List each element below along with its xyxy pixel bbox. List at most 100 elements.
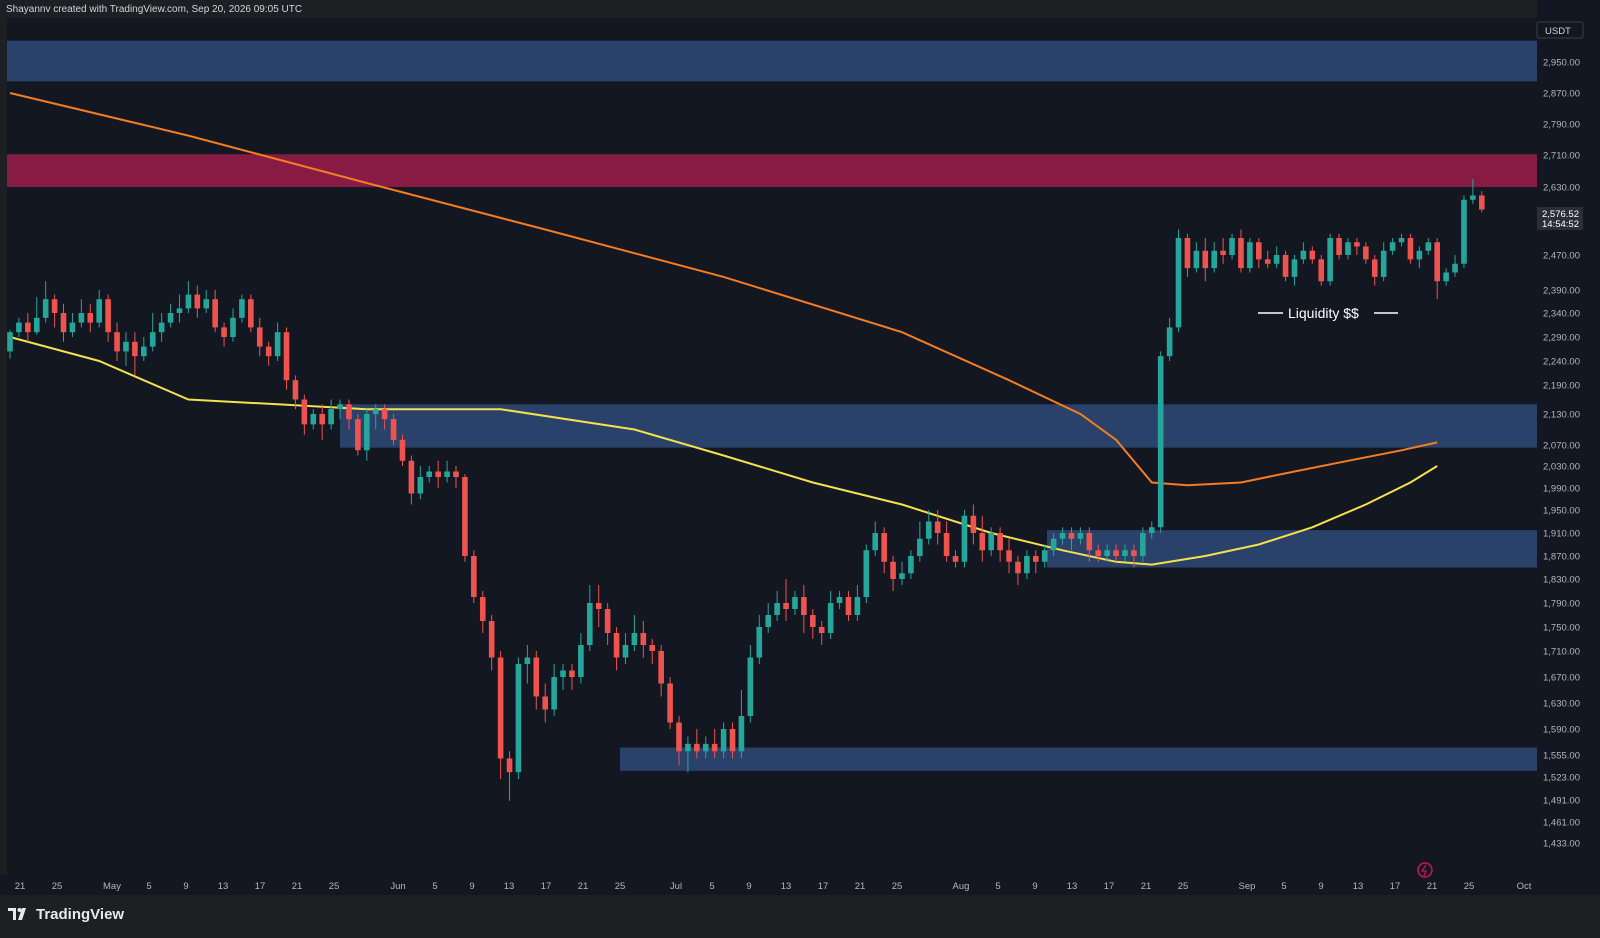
zones-layer: [7, 40, 1537, 771]
candle: [631, 615, 638, 651]
candle: [364, 409, 370, 461]
candle: [961, 510, 968, 568]
candle: [1086, 527, 1093, 562]
candle: [1354, 238, 1360, 255]
candle: [1050, 533, 1057, 556]
candle: [587, 585, 593, 651]
x-tick-label: Sep: [1239, 881, 1256, 892]
candle: [863, 544, 870, 603]
x-tick-label: 5: [1281, 881, 1286, 892]
candle: [497, 651, 504, 780]
candle: [1148, 521, 1155, 539]
candle: [1273, 246, 1280, 269]
candle: [756, 615, 763, 664]
candle: [1300, 242, 1307, 264]
candle: [105, 294, 111, 342]
x-tick-label: 25: [52, 881, 63, 892]
candle: [337, 399, 343, 420]
candle: [123, 332, 129, 366]
demand-zone-4: [620, 747, 1537, 771]
candle: [453, 466, 459, 488]
candle: [1184, 233, 1191, 277]
tradingview-brand-text: TradingView: [36, 906, 125, 923]
y-tick-label: 1,491.00: [1543, 796, 1580, 807]
candle: [711, 729, 718, 759]
candle: [479, 591, 486, 633]
candle: [239, 294, 245, 323]
y-tick-label: 1,830.00: [1543, 575, 1580, 586]
x-tick-label: 21: [1141, 881, 1152, 892]
candle: [310, 409, 317, 430]
candle: [1068, 527, 1075, 551]
y-tick-label: 1,710.00: [1543, 647, 1580, 658]
candle: [1291, 255, 1298, 286]
candle: [1104, 544, 1110, 562]
candle: [1282, 250, 1289, 282]
y-tick-label: 2,870.00: [1543, 89, 1580, 100]
candle: [649, 639, 656, 664]
x-tick-label: 13: [781, 881, 792, 892]
candle: [1193, 242, 1200, 273]
candle: [792, 591, 798, 615]
time-axis-bg: [0, 875, 1600, 895]
candle: [801, 585, 807, 633]
candle: [729, 722, 736, 759]
candle: [444, 460, 450, 483]
candle: [158, 313, 165, 342]
candle: [854, 585, 861, 621]
x-tick-label: 25: [1178, 881, 1189, 892]
y-tick-label: 2,390.00: [1543, 286, 1580, 297]
x-tick-label: 5: [432, 881, 437, 892]
candle: [694, 729, 700, 759]
candle: [1443, 268, 1449, 286]
y-tick-label: 2,710.00: [1543, 151, 1580, 162]
candle: [1407, 233, 1414, 264]
y-tick-label: 2,950.00: [1543, 58, 1580, 69]
candle: [141, 337, 147, 361]
candle: [988, 527, 994, 556]
candle: [1380, 242, 1387, 282]
candle: [114, 322, 120, 361]
candle: [33, 296, 40, 335]
candle: [221, 322, 227, 347]
candle: [60, 303, 67, 342]
candle: [952, 550, 959, 568]
candle: [319, 404, 325, 440]
candle: [595, 585, 602, 627]
candle: [783, 579, 789, 621]
current-price-label: 2,576.52 14:54:52: [1537, 207, 1583, 230]
y-tick-label: 2,290.00: [1543, 333, 1580, 344]
x-tick-label: 25: [615, 881, 626, 892]
candle: [774, 591, 780, 621]
candle: [51, 294, 58, 328]
candle: [328, 399, 334, 430]
candle: [1452, 255, 1458, 277]
y-tick-label: 2,470.00: [1543, 251, 1580, 262]
x-tick-label: May: [103, 881, 121, 892]
candle: [212, 290, 218, 333]
x-tick-label: Aug: [953, 881, 970, 892]
candle: [301, 394, 308, 435]
candle: [1238, 229, 1244, 273]
x-tick-label: 9: [1318, 881, 1323, 892]
candle: [1113, 544, 1119, 562]
x-tick-label: 21: [1427, 881, 1438, 892]
candle: [613, 627, 620, 671]
candle: [408, 455, 415, 505]
x-tick-label: Oct: [1517, 881, 1532, 892]
ma-200-line: [9, 92, 1438, 487]
price-axis-bg: [1537, 0, 1600, 875]
candle: [747, 645, 754, 723]
replay-icon[interactable]: [1417, 862, 1433, 878]
candle: [1264, 250, 1271, 269]
candle: [1398, 233, 1405, 247]
x-tick-label: 17: [1390, 881, 1401, 892]
x-tick-label: 21: [15, 881, 26, 892]
candle: [1095, 544, 1102, 562]
candle: [1041, 544, 1048, 568]
x-tick-label: 5: [146, 881, 151, 892]
candle: [42, 281, 49, 323]
y-tick-label: 1,750.00: [1543, 623, 1580, 634]
candle: [248, 294, 254, 333]
